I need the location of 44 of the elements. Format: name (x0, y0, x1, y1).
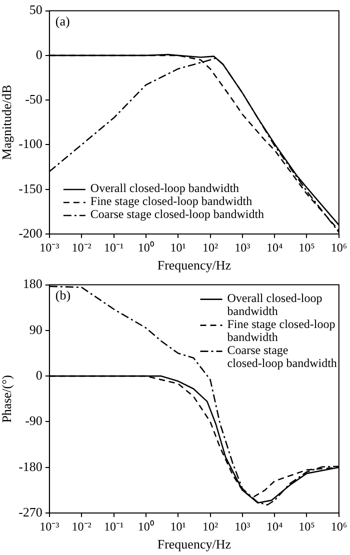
x-tick-label: 10² (202, 240, 218, 254)
legend-label: Overall closed-loop bandwidth (227, 290, 322, 318)
legend-label: Overall closed-loop bandwidth (90, 181, 240, 196)
x-tick-label: 10³ (234, 519, 251, 534)
y-tick-label: -100 (18, 136, 42, 152)
x-tick-label: 10⁻² (72, 240, 92, 254)
x-tick-label: 10⁻¹ (104, 240, 124, 254)
y-tick-label: -150 (18, 180, 42, 196)
y-tick-label: -50 (25, 92, 42, 106)
x-tick-label: 10⁴ (266, 519, 283, 534)
y-tick-label: 0 (36, 46, 42, 62)
x-tick-label: 10³ (234, 240, 251, 254)
x-tick-label: 10⁻² (72, 519, 92, 534)
legend-label: Coarse stage closed-loop bandwidth (227, 342, 337, 370)
x-tick-label: 10⁰ (138, 519, 154, 534)
x-tick-label: 10⁰ (138, 240, 154, 254)
x-tick-label: 10⁵ (298, 240, 315, 254)
legend-label: Fine stage closed-loop bandwidth (227, 316, 336, 344)
legend-label: Fine stage closed-loop bandwidth (90, 194, 252, 208)
x-tick-label: 10⁴ (266, 240, 283, 254)
y-tick-label: -180 (18, 458, 42, 474)
y-tick-label: 180 (22, 276, 42, 292)
y-axis-title: Magnitude/dB (0, 84, 14, 160)
x-tick-label: 10¹ (170, 519, 186, 534)
y-axis-title: Phase/(°) (0, 374, 14, 423)
annotation: (a) (55, 14, 70, 29)
x-tick-label: 10⁶ (330, 240, 347, 254)
x-axis-title: Frequency/Hz (157, 536, 232, 552)
annotation: (b) (55, 288, 71, 303)
x-axis-title: Frequency/Hz (157, 258, 232, 273)
y-tick-label: -90 (25, 413, 42, 428)
y-tick-label: -270 (18, 504, 42, 520)
x-tick-label: 10⁻¹ (104, 519, 124, 534)
x-tick-label: 10⁶ (330, 519, 347, 534)
y-tick-label: 50 (29, 2, 42, 18)
y-tick-label: 90 (29, 322, 42, 337)
x-tick-label: 10⁻³ (40, 519, 60, 534)
x-tick-label: 10⁻³ (40, 240, 60, 254)
x-tick-label: 10⁵ (298, 519, 315, 534)
x-tick-label: 10² (202, 519, 218, 534)
x-tick-label: 10¹ (170, 240, 186, 254)
y-tick-label: 0 (36, 368, 42, 382)
y-tick-label: -200 (18, 225, 42, 240)
legend-label: Coarse stage closed-loop bandwidth (90, 207, 264, 222)
